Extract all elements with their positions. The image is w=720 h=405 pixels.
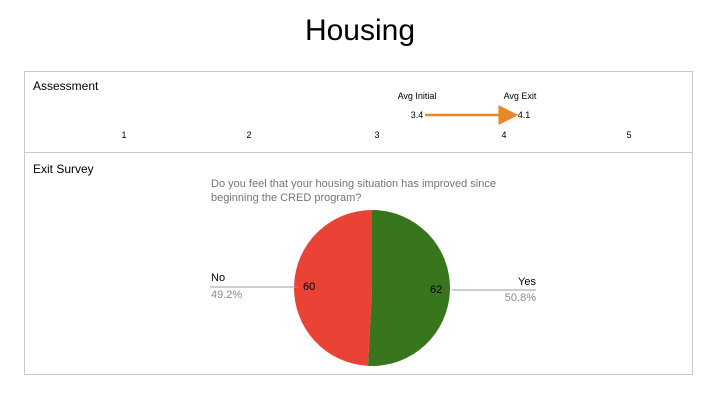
exit-survey-section-label: Exit Survey (33, 162, 94, 176)
panel-divider (24, 152, 693, 153)
pie-chart (294, 210, 451, 366)
avg-initial-value: 3.4 (410, 110, 424, 120)
assessment-section-label: Assessment (33, 79, 99, 93)
scale-tick-2: 2 (246, 130, 252, 140)
slice-value-yes: 62 (430, 284, 443, 296)
survey-question: Do you feel that your housing situation … (211, 178, 496, 204)
slice-label-yes: Yes (518, 276, 536, 288)
scale-tick-3: 3 (374, 130, 380, 140)
report-panel (24, 71, 693, 375)
scale-tick-5: 5 (626, 130, 632, 140)
slice-percent-no: 49.2% (211, 289, 243, 301)
pie-slice-yes (367, 210, 451, 366)
slice-label-no: No (211, 272, 226, 284)
scale-tick-1: 1 (121, 130, 127, 140)
avg-exit-label: Avg Exit (503, 91, 537, 101)
pie-slice-no (294, 210, 372, 366)
avg-exit-value: 4.1 (517, 110, 531, 120)
slide-title: Housing (304, 14, 416, 47)
slice-value-no: 60 (303, 281, 316, 293)
slice-percent-yes: 50.8% (504, 292, 536, 304)
avg-initial-label: Avg Initial (397, 91, 437, 101)
scale-tick-4: 4 (501, 130, 507, 140)
